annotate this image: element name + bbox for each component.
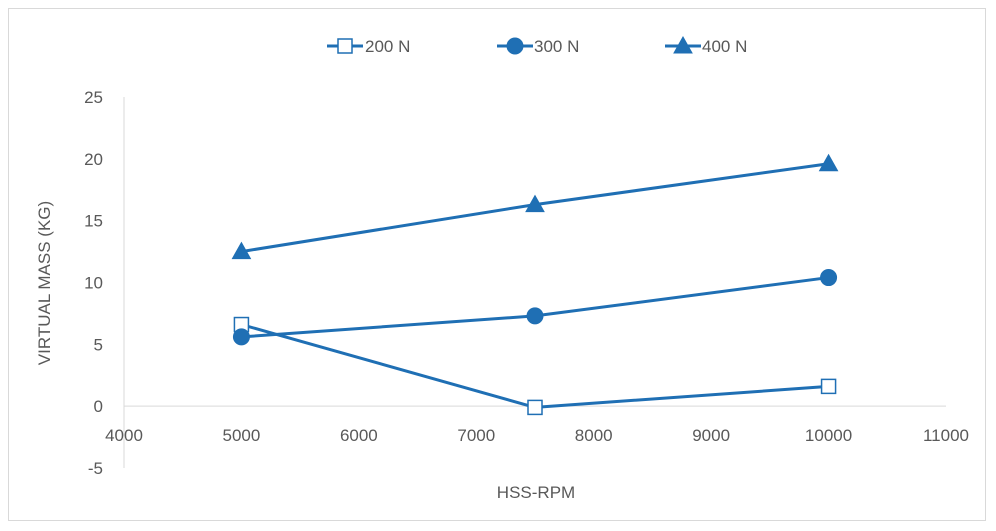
- series-line: [241, 276, 829, 339]
- legend-marker: [506, 37, 524, 55]
- x-tick-label: 5000: [223, 426, 261, 445]
- legend-item: 300 N: [497, 37, 579, 56]
- legend-label: 400 N: [702, 37, 747, 56]
- y-axis-title: VIRTUAL MASS (KG): [35, 201, 54, 365]
- y-tick-label: 20: [84, 150, 103, 169]
- x-tick-label: 9000: [692, 426, 730, 445]
- x-tick-label: 4000: [105, 426, 143, 445]
- series-400-n: [231, 153, 839, 260]
- y-tick-label: 15: [84, 212, 103, 231]
- data-point: [232, 328, 250, 346]
- series-line: [241, 323, 829, 409]
- legend-label: 300 N: [534, 37, 579, 56]
- legend-marker: [337, 38, 353, 54]
- legend-item: 400 N: [665, 35, 747, 56]
- series-300-n: [232, 269, 838, 346]
- x-tick-label: 11000: [923, 426, 969, 445]
- y-tick-label: 5: [94, 335, 103, 354]
- x-tick-label: 7000: [457, 426, 495, 445]
- data-point: [818, 153, 839, 172]
- axes: -5 0 5 10 15 20 25 4000 5000 6000 7000 8000 9000 1000…: [84, 88, 969, 478]
- y-tick-label: 10: [84, 274, 103, 293]
- legend-item: 200 N: [327, 37, 410, 56]
- data-point: [820, 378, 837, 395]
- chart-frame: [8, 8, 986, 521]
- data-point: [525, 194, 545, 213]
- y-tick-label: 0: [94, 397, 103, 416]
- data-point: [820, 269, 838, 287]
- legend-label: 200 N: [365, 37, 410, 56]
- x-axis-title: HSS-RPM: [497, 483, 575, 502]
- legend: 200 N 300 N 400 N: [327, 35, 747, 56]
- data-point: [231, 241, 252, 260]
- x-tick-label: 8000: [575, 426, 613, 445]
- x-tick-label: 6000: [340, 426, 378, 445]
- legend-marker: [673, 35, 693, 54]
- data-point: [526, 307, 544, 325]
- series-layer: [231, 153, 839, 416]
- y-tick-label: -5: [88, 459, 103, 478]
- x-tick-label: 10000: [805, 426, 852, 445]
- series-200-n: [233, 316, 837, 416]
- y-tick-label: 25: [84, 88, 103, 107]
- data-point: [527, 399, 543, 416]
